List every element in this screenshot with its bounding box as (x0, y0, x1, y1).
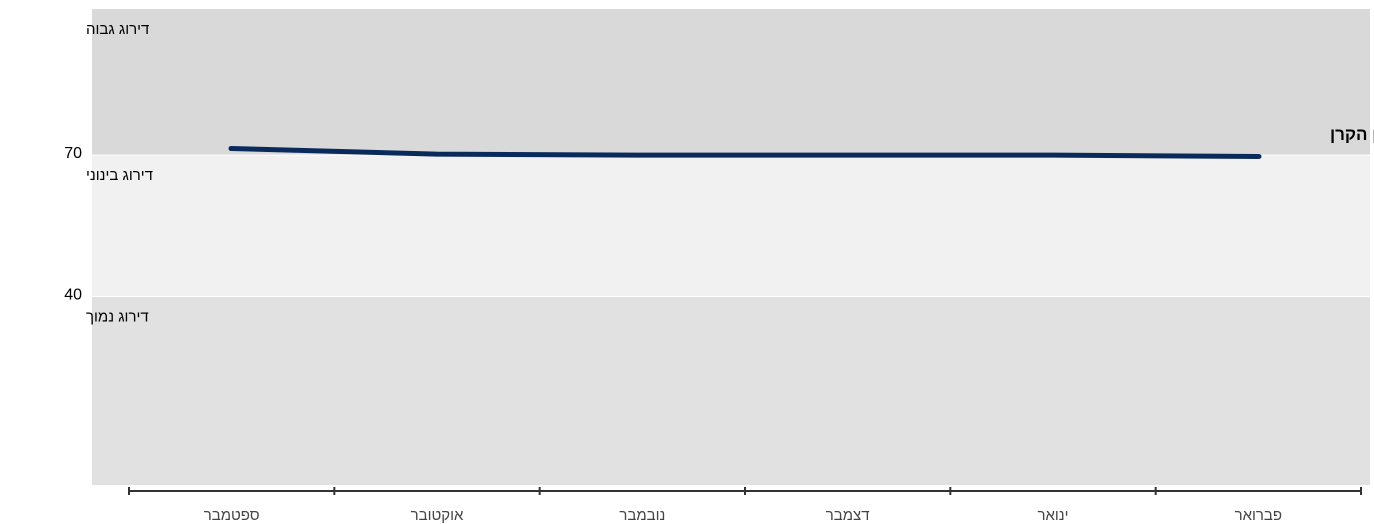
series-line (228, 146, 1262, 160)
series-label: ציון הקרן (1330, 125, 1374, 144)
x-tick-label: ספטמבר (204, 507, 260, 524)
x-axis: ספטמבר אוקטובר נובמבר דצמבר ינואר פברואר (128, 487, 1362, 524)
series-labels: ציון הקרן (1330, 125, 1374, 144)
band-label: דירוג גבוה (86, 21, 149, 38)
y-axis-ticks: 40 70 (64, 145, 82, 303)
band-label: דירוג בינוני (86, 167, 153, 184)
band-rect (92, 155, 1370, 297)
band-labels: דירוג גבוה דירוג בינוני דירוג נמוך (86, 21, 153, 325)
x-tick-label: דצמבר (826, 507, 870, 524)
x-tick-label: ינואר (1037, 507, 1068, 524)
band-rect (92, 296, 1370, 485)
series-lines (228, 146, 1262, 160)
x-tick-label: פברואר (1235, 507, 1282, 524)
rating-bands (92, 9, 1370, 485)
x-tick-label: נובמבר (619, 507, 665, 524)
x-tick-label: אוקטובר (411, 507, 464, 524)
y-tick-label: 70 (64, 145, 82, 162)
band-rect (92, 9, 1370, 156)
y-tick-label: 40 (64, 286, 82, 303)
band-label: דירוג נמוך (86, 308, 149, 325)
